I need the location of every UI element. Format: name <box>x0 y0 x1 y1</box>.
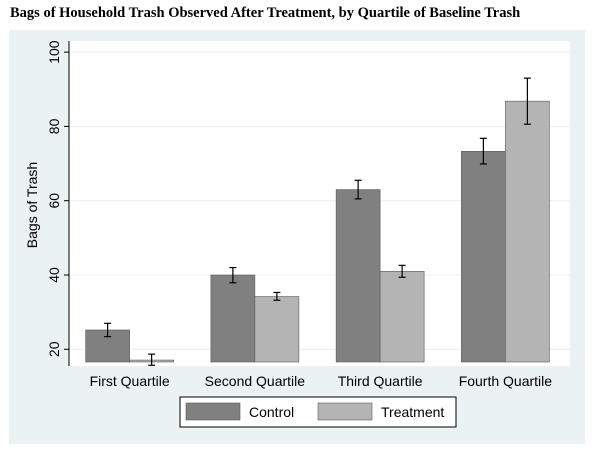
bar <box>254 296 300 363</box>
legend-label: Control <box>249 404 294 420</box>
y-tick-label: 80 <box>46 118 62 134</box>
legend-label: Treatment <box>381 404 444 420</box>
y-tick-label: 40 <box>46 267 62 283</box>
legend: Control Treatment <box>179 396 457 428</box>
y-axis: 20 40 60 80 100 <box>46 40 70 366</box>
error-bars <box>104 77 531 366</box>
bar <box>461 151 506 363</box>
x-tick-label: Second Quartile <box>205 373 306 389</box>
x-tick-label: Fourth Quartile <box>459 373 553 389</box>
bar <box>379 270 425 363</box>
x-tick-label: Third Quartile <box>338 373 423 389</box>
y-tick-label: 100 <box>46 40 62 64</box>
chart-title: Bags of Household Trash Observed After T… <box>10 5 521 21</box>
bar <box>505 100 550 363</box>
bar <box>335 189 381 363</box>
legend-swatch <box>185 402 241 421</box>
bar <box>210 274 256 363</box>
y-tick-label: 20 <box>46 341 62 357</box>
y-axis-title: Bags of Trash <box>24 162 40 248</box>
y-tick-label: 60 <box>46 193 62 209</box>
legend-swatch <box>317 402 373 421</box>
x-axis: First Quartile Second Quartile Third Quart… <box>90 373 553 389</box>
x-tick-label: First Quartile <box>90 373 170 389</box>
